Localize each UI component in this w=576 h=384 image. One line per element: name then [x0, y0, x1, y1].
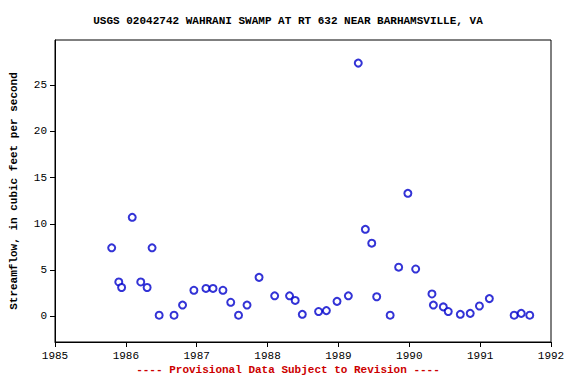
svg-text:Streamflow, in cubic feet per: Streamflow, in cubic feet per second	[8, 72, 20, 310]
svg-text:15: 15	[34, 172, 47, 184]
svg-text:1991: 1991	[467, 350, 494, 362]
svg-text:1992: 1992	[538, 350, 564, 362]
svg-text:1989: 1989	[325, 350, 351, 362]
svg-text:5: 5	[40, 264, 47, 276]
svg-text:1985: 1985	[42, 350, 68, 362]
svg-text:1988: 1988	[254, 350, 280, 362]
svg-text:1986: 1986	[113, 350, 139, 362]
svg-text:USGS 02042742 WAHRANI SWAMP AT: USGS 02042742 WAHRANI SWAMP AT RT 632 NE…	[93, 15, 483, 27]
svg-text:1987: 1987	[184, 350, 210, 362]
svg-text:---- Provisional Data Subject: ---- Provisional Data Subject to Revisio…	[136, 364, 440, 376]
svg-text:10: 10	[34, 218, 47, 230]
svg-text:25: 25	[34, 79, 47, 91]
svg-text:20: 20	[34, 125, 47, 137]
svg-text:1990: 1990	[396, 350, 422, 362]
svg-text:0: 0	[40, 310, 47, 322]
